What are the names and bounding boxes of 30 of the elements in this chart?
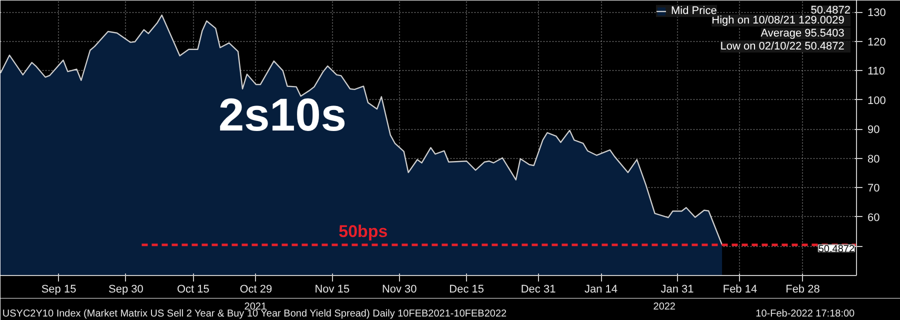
annotation: High on 10/08/21 129.0029 xyxy=(712,14,844,26)
x-tick-label: Sep 15 xyxy=(41,284,76,296)
annotation: 50.4872 xyxy=(810,4,851,16)
x-tick-label: Jan 14 xyxy=(584,284,618,296)
text: 10-Feb-2022 17:18:00 xyxy=(756,308,856,320)
text: 2s10s xyxy=(218,88,346,140)
y-tick-label: 110 xyxy=(868,66,886,78)
x-tick-label: Feb 14 xyxy=(722,284,758,296)
annotation: Average 95.5403 xyxy=(760,28,844,40)
y-tick-label: 70 xyxy=(868,182,880,195)
y-tick-label: 100 xyxy=(868,94,886,107)
x-tick-label: Feb 28 xyxy=(786,284,820,296)
legend-label: Mid Price xyxy=(671,5,717,17)
x-tick-label: Oct 15 xyxy=(177,284,210,296)
text: 2022 xyxy=(653,302,676,312)
y-tick-label: 60 xyxy=(868,212,880,224)
y-tick-label: 80 xyxy=(868,153,880,166)
x-tick-label: Jan 31 xyxy=(660,284,694,296)
y-tick-label: 120 xyxy=(868,36,886,48)
x-tick-label: Dec 31 xyxy=(520,284,556,296)
y-tick-label: 90 xyxy=(868,124,880,136)
x-tick-label: Nov 15 xyxy=(314,284,350,296)
x-tick-label: Dec 15 xyxy=(449,284,484,296)
ref-line-label: 50bps xyxy=(338,222,388,241)
annotation: Low on 02/10/22 50.4872 xyxy=(720,40,844,52)
y-tick-label: 130 xyxy=(868,7,886,20)
x-tick-label: Nov 30 xyxy=(382,284,417,296)
x-tick-label: Oct 29 xyxy=(240,284,272,296)
x-tick-label: Sep 30 xyxy=(108,284,144,296)
annotation: 50.4872 xyxy=(818,244,855,255)
